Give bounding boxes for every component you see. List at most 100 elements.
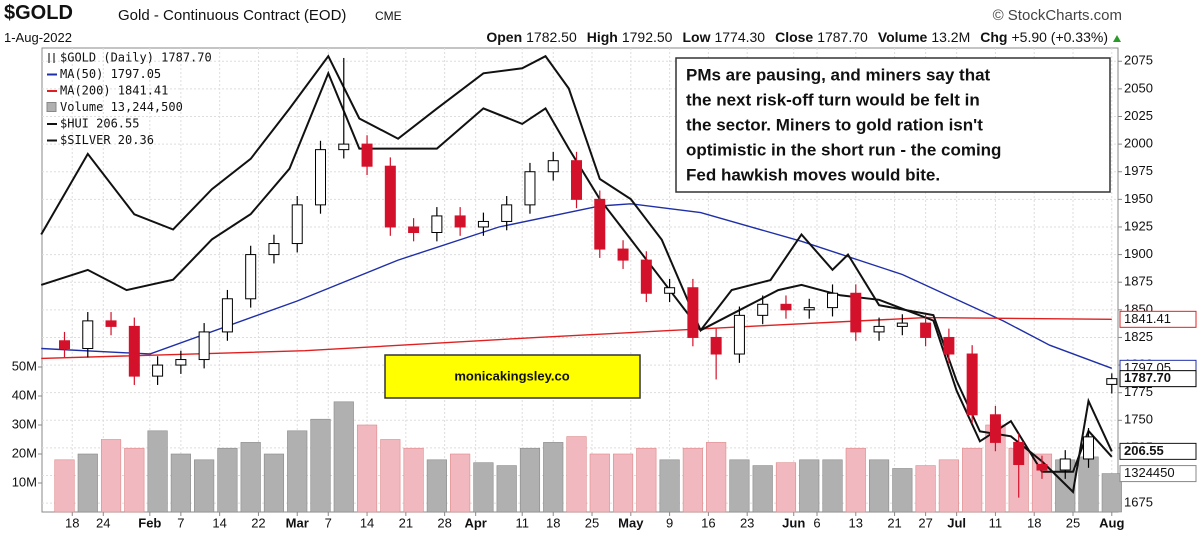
volume-bar <box>240 442 261 513</box>
candle-body <box>1059 458 1071 471</box>
annotation-box <box>675 57 1111 193</box>
x-tick-label: 25 <box>585 515 599 530</box>
value-tag-box <box>1119 370 1197 388</box>
volume-bar <box>473 462 494 513</box>
candle-body <box>221 298 233 333</box>
quote-item: High 1792.50 <box>587 29 673 45</box>
volume-bar <box>54 459 75 513</box>
annotation-line: the next risk-off turn would be felt in <box>686 90 980 109</box>
x-tick-label: 18 <box>546 515 560 530</box>
quote-value: 1792.50 <box>621 29 673 45</box>
y-tick-label: 2000 <box>1124 136 1153 151</box>
volume-bar <box>147 430 168 513</box>
volume-bar <box>659 459 680 513</box>
x-tick-label: 14 <box>212 515 226 530</box>
candle-body <box>896 322 908 327</box>
candle-body <box>1083 436 1095 460</box>
volume-bar <box>636 447 657 513</box>
change-arrow <box>1113 35 1121 42</box>
y-tick-label: 1925 <box>1124 218 1153 233</box>
legend-icon <box>46 102 57 112</box>
symbol: $GOLD <box>4 2 73 24</box>
x-tick-label: Feb <box>138 515 161 530</box>
volume-bar <box>1101 473 1122 513</box>
quote-item: Volume 13.2M <box>878 29 970 45</box>
candle-body <box>1106 378 1118 385</box>
quote-value: 13.2M <box>931 29 971 45</box>
y2-tick-label: 20M <box>12 445 37 460</box>
x-tick-label: 28 <box>437 515 451 530</box>
candle-body <box>128 325 140 377</box>
x-tick-label: 21 <box>887 515 901 530</box>
x-tick-label: 24 <box>96 515 110 530</box>
volume-bar <box>310 418 331 513</box>
y2-tick-label: 30M <box>12 416 37 431</box>
candle-body <box>803 307 815 311</box>
x-tick-label: 23 <box>740 515 754 530</box>
candle-body <box>594 198 606 250</box>
subtitle: Gold - Continuous Contract (EOD) <box>118 7 347 24</box>
candle-body <box>989 414 1001 443</box>
quote-value: +5.90 (+0.33%) <box>1011 29 1108 45</box>
quote-label: Open <box>486 29 523 45</box>
quote-label: Close <box>775 29 814 45</box>
annotation-line: optimistic in the short run - the coming <box>686 140 1001 159</box>
candle-body <box>408 226 420 233</box>
candle-body <box>245 254 257 300</box>
x-tick-label: Aug <box>1099 515 1124 530</box>
volume-bar <box>892 468 913 513</box>
volume-bar <box>915 465 936 513</box>
volume-bar <box>287 430 308 513</box>
x-tick-label: 18 <box>1027 515 1041 530</box>
candle-body <box>664 287 676 294</box>
candle-body <box>384 165 396 228</box>
legend-icon <box>48 53 55 63</box>
quote-item: Low 1774.30 <box>682 29 765 45</box>
volume-bar <box>450 453 471 513</box>
candle-body <box>780 303 792 311</box>
candle-body <box>82 320 94 349</box>
annotation-line: Fed hawkish moves would bite. <box>686 165 940 184</box>
volume-bar <box>752 465 773 513</box>
x-tick-label: 7 <box>325 515 332 530</box>
candle-body <box>105 320 117 327</box>
candle-body <box>501 204 513 222</box>
candle-body <box>268 243 280 256</box>
volume-bar <box>868 459 890 513</box>
quote-item: Close 1787.70 <box>775 29 868 45</box>
volume-bar <box>612 453 634 513</box>
candle-body <box>338 143 350 151</box>
volume-bar <box>519 447 541 513</box>
candle-body <box>571 160 583 200</box>
x-tick-label: 21 <box>399 515 413 530</box>
candle-body <box>1013 441 1025 465</box>
x-tick-label: 14 <box>360 515 374 530</box>
quote-item: Open 1782.50 <box>486 29 576 45</box>
quote-line: Open 1782.50 High 1792.50 Low 1774.30 Close 178… <box>486 29 1108 45</box>
volume-bar <box>706 442 727 513</box>
candle-body <box>431 215 443 233</box>
candle-body <box>152 364 164 377</box>
legend-label: $SILVER 20.36 <box>60 133 154 147</box>
volume-bar <box>403 447 424 513</box>
candle-body <box>198 331 210 361</box>
series-line <box>41 316 1112 360</box>
volume-bar <box>822 459 843 513</box>
x-tick-label: 16 <box>701 515 715 530</box>
candle-body <box>943 336 955 355</box>
volume-bar <box>124 447 145 513</box>
volume-bar <box>845 447 866 513</box>
x-tick-label: 9 <box>666 515 673 530</box>
x-tick-label: May <box>618 515 644 530</box>
y-tick-label: 2025 <box>1124 108 1153 123</box>
watermark-box <box>384 354 641 399</box>
legend-label: Volume 13,244,500 <box>60 100 183 114</box>
volume-bar <box>426 459 447 513</box>
quote-value: 1787.70 <box>817 29 868 45</box>
volume-bar <box>263 453 285 513</box>
candle-body <box>454 215 466 228</box>
volume-bar <box>799 459 820 513</box>
candle-body <box>1036 463 1048 471</box>
volume-bar <box>100 439 122 513</box>
